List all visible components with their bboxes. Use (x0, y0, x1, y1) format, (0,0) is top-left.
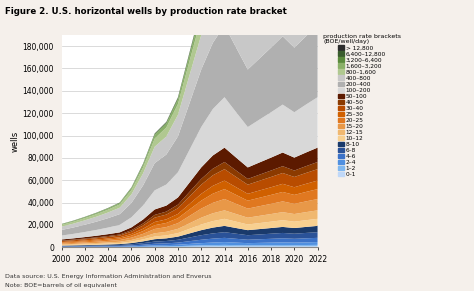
Text: Figure 2. U.S. horizontal wells by production rate bracket: Figure 2. U.S. horizontal wells by produ… (5, 7, 287, 16)
Legend: > 12,800, 6,400–12,800, 3,200–6,400, 1,600–3,200, 800–1,600, 400–800, 200–400, 1: > 12,800, 6,400–12,800, 3,200–6,400, 1,6… (323, 33, 401, 178)
Text: Data source: U.S. Energy Information Administration and Enverus: Data source: U.S. Energy Information Adm… (5, 274, 211, 279)
Y-axis label: wells: wells (11, 130, 20, 152)
Text: Note: BOE=barrels of oil equivalent: Note: BOE=barrels of oil equivalent (5, 283, 117, 288)
